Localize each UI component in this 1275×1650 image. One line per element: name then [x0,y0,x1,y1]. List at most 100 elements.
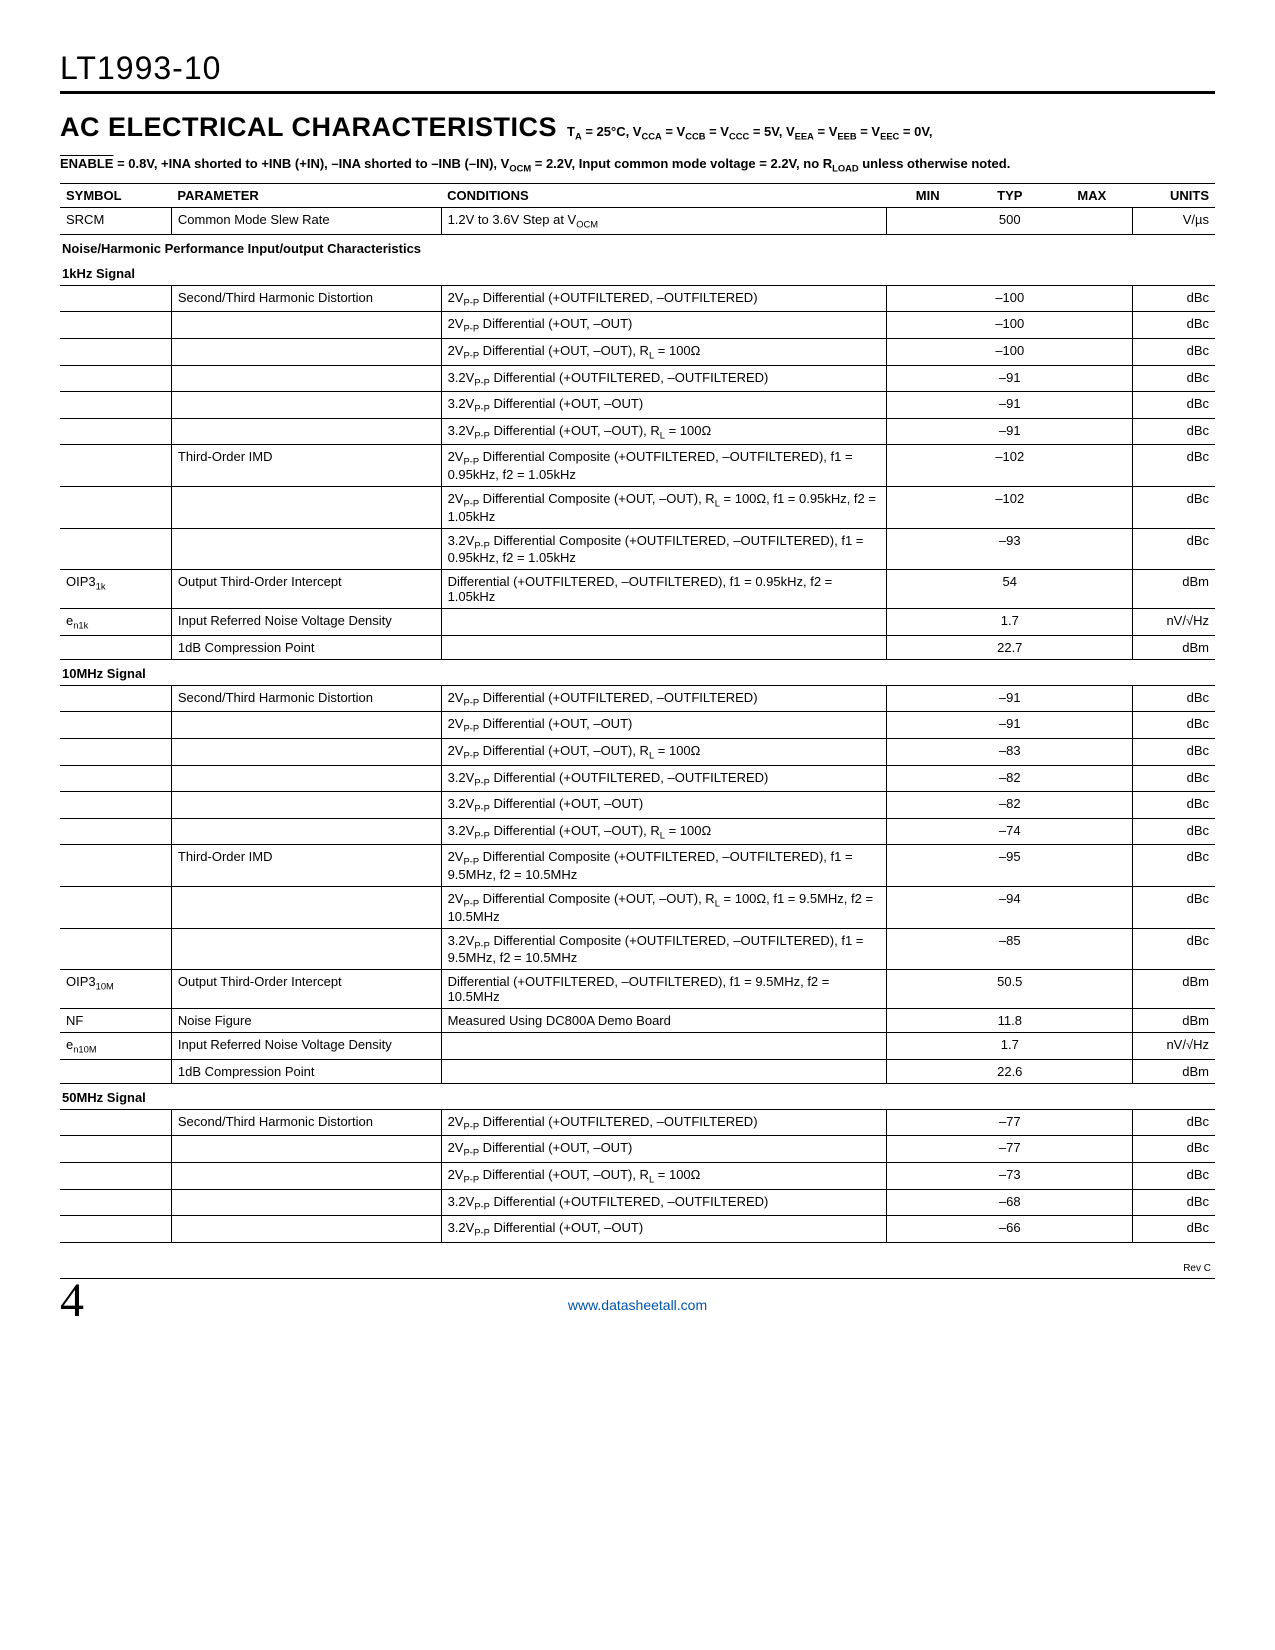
table-row: 3.2VP-P Differential (+OUTFILTERED, –OUT… [60,765,1215,792]
cell-parameter [171,1162,441,1189]
table-row: en1kInput Referred Noise Voltage Density… [60,609,1215,636]
cell-min [887,609,969,636]
subheader-row: Noise/Harmonic Performance Input/output … [60,234,1215,260]
cell-symbol: SRCM [60,208,171,235]
cell-units: nV/√Hz [1133,1033,1215,1060]
cell-parameter [171,392,441,419]
cell-typ: 54 [969,570,1051,609]
cell-typ: –68 [969,1189,1051,1216]
cell-min [887,765,969,792]
cell-symbol [60,712,171,739]
cell-symbol [60,1109,171,1136]
cell-units: dBc [1133,765,1215,792]
spec-table: SYMBOL PARAMETER CONDITIONS MIN TYP MAX … [60,183,1215,1242]
cell-parameter: Second/Third Harmonic Distortion [171,1109,441,1136]
cell-conditions [441,635,887,659]
cell-units: dBc [1133,1189,1215,1216]
cell-conditions: 3.2VP-P Differential (+OUTFILTERED, –OUT… [441,1189,887,1216]
cell-max [1051,339,1133,366]
cell-parameter: Second/Third Harmonic Distortion [171,285,441,312]
table-row: SRCMCommon Mode Slew Rate1.2V to 3.6V St… [60,208,1215,235]
cell-max [1051,845,1133,887]
cell-parameter [171,1189,441,1216]
cell-units: dBc [1133,845,1215,887]
table-row: 2VP-P Differential (+OUT, –OUT), RL = 10… [60,1162,1215,1189]
cell-max [1051,570,1133,609]
cell-typ: 50.5 [969,970,1051,1009]
cell-typ: –73 [969,1162,1051,1189]
cell-units: dBm [1133,1059,1215,1083]
cell-units: dBc [1133,738,1215,765]
cell-min [887,1162,969,1189]
cell-typ: –91 [969,365,1051,392]
page-number: 4 [60,1273,84,1328]
cell-min [887,1033,969,1060]
cell-min [887,928,969,970]
cell-max [1051,928,1133,970]
cell-conditions: 3.2VP-P Differential (+OUT, –OUT), RL = … [441,418,887,445]
cell-symbol [60,365,171,392]
cell-symbol [60,418,171,445]
cell-units: dBc [1133,418,1215,445]
cell-max [1051,1109,1133,1136]
table-row: 3.2VP-P Differential (+OUT, –OUT)–66dBc [60,1216,1215,1243]
cell-conditions: 3.2VP-P Differential (+OUTFILTERED, –OUT… [441,365,887,392]
cell-max [1051,792,1133,819]
cell-max [1051,392,1133,419]
table-row: 2VP-P Differential Composite (+OUT, –OUT… [60,487,1215,529]
cell-min [887,712,969,739]
cell-min [887,685,969,712]
section-title-row: 50MHz Signal [60,1083,1215,1109]
cell-min [887,1059,969,1083]
cell-conditions: 2VP-P Differential (+OUT, –OUT), RL = 10… [441,738,887,765]
cell-typ: –85 [969,928,1051,970]
cell-symbol [60,738,171,765]
cell-max [1051,528,1133,570]
table-row: 2VP-P Differential (+OUT, –OUT)–100dBc [60,312,1215,339]
section-title-row: 10MHz Signal [60,659,1215,685]
cell-units: dBc [1133,365,1215,392]
cell-units: dBc [1133,928,1215,970]
cell-conditions: 2VP-P Differential (+OUT, –OUT), RL = 10… [441,339,887,366]
cell-units: dBc [1133,685,1215,712]
section-title-cell: 50MHz Signal [60,1083,1215,1109]
cell-min [887,418,969,445]
cell-conditions: 3.2VP-P Differential (+OUTFILTERED, –OUT… [441,765,887,792]
cell-min [887,1109,969,1136]
cell-conditions: 2VP-P Differential Composite (+OUT, –OUT… [441,487,887,529]
cell-parameter [171,792,441,819]
cell-typ: –77 [969,1136,1051,1163]
cell-symbol [60,392,171,419]
cell-max [1051,208,1133,235]
table-row: 2VP-P Differential (+OUT, –OUT)–77dBc [60,1136,1215,1163]
cell-typ: –91 [969,712,1051,739]
cell-min [887,1136,969,1163]
footer-link[interactable]: www.datasheetall.com [568,1297,707,1313]
cell-min [887,845,969,887]
cell-max [1051,818,1133,845]
cell-parameter [171,365,441,392]
table-row: 1dB Compression Point22.6dBm [60,1059,1215,1083]
cell-symbol [60,487,171,529]
cell-min [887,886,969,928]
table-row: 3.2VP-P Differential (+OUT, –OUT)–91dBc [60,392,1215,419]
cell-min [887,392,969,419]
cell-units: dBc [1133,818,1215,845]
table-row: OIP31kOutput Third-Order InterceptDiffer… [60,570,1215,609]
cell-typ: –94 [969,886,1051,928]
cell-symbol [60,339,171,366]
cell-max [1051,285,1133,312]
cell-symbol [60,685,171,712]
th-symbol: SYMBOL [60,184,171,208]
cell-max [1051,712,1133,739]
cell-typ: 1.7 [969,609,1051,636]
cell-max [1051,445,1133,487]
cell-max [1051,1216,1133,1243]
cell-min [887,970,969,1009]
section-title-row: 1kHz Signal [60,260,1215,286]
footer: Rev C 4 www.datasheetall.com [60,1263,1215,1343]
cell-symbol: en1k [60,609,171,636]
cell-conditions: 2VP-P Differential Composite (+OUT, –OUT… [441,886,887,928]
cell-min [887,1216,969,1243]
cell-parameter [171,487,441,529]
